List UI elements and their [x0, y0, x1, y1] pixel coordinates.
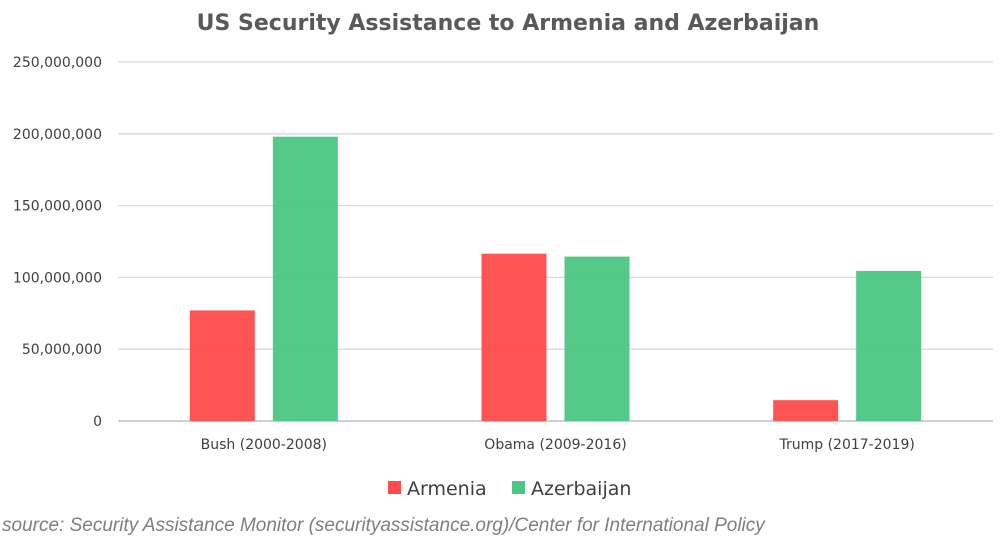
- bar-azerbaijan-1: [564, 256, 630, 421]
- y-axis-ticks: 0 50,000,000 100,000,000 150,000,000 200,000…: [13, 55, 102, 430]
- x-tick-label: Bush (2000-2008): [201, 437, 327, 453]
- y-tick-label: 200,000,000: [13, 127, 102, 143]
- grid: [118, 61, 993, 422]
- x-tick-label: Trump (2017-2019): [778, 437, 914, 453]
- chart-title: US Security Assistance to Armenia and Az…: [197, 11, 820, 36]
- bar-armenia-0: [189, 310, 255, 421]
- y-tick-label: 150,000,000: [13, 199, 102, 215]
- x-tick-label: Obama (2009-2016): [484, 437, 626, 453]
- legend-swatch-armenia: [388, 481, 401, 494]
- legend-label-azerbaijan: Azerbaijan: [531, 478, 631, 500]
- bars: [189, 136, 922, 421]
- source-note: source: Security Assistance Monitor (sec…: [2, 515, 765, 536]
- y-tick-label: 100,000,000: [13, 270, 102, 286]
- y-tick-label: 50,000,000: [22, 342, 102, 358]
- legend: Armenia Azerbaijan: [388, 478, 631, 500]
- y-tick-label: 0: [93, 414, 102, 430]
- y-tick-label: 250,000,000: [13, 55, 102, 71]
- legend-swatch-azerbaijan: [512, 481, 525, 494]
- legend-label-armenia: Armenia: [407, 478, 487, 500]
- x-axis-ticks: Bush (2000-2008) Obama (2009-2016) Trump (…: [201, 437, 915, 453]
- bar-azerbaijan-2: [856, 270, 922, 421]
- bar-azerbaijan-0: [272, 136, 338, 421]
- bar-armenia-1: [481, 253, 547, 421]
- bar-armenia-2: [773, 400, 839, 421]
